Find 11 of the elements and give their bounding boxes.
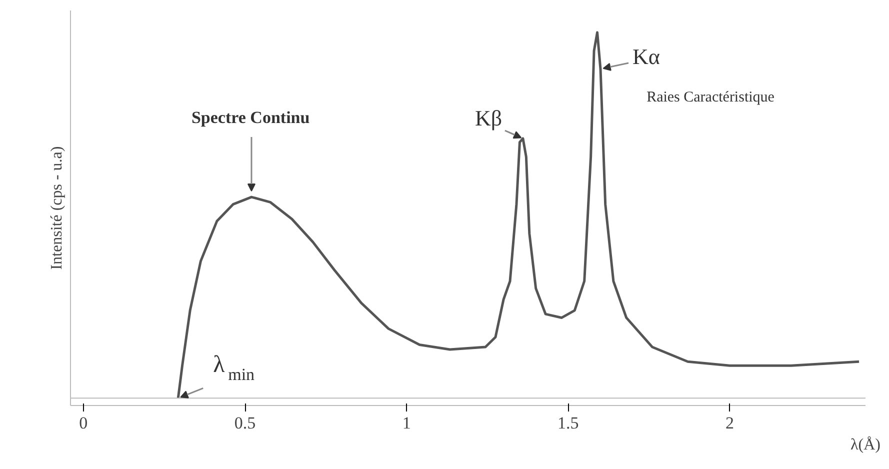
x-tick-label: 0 [79,414,88,432]
y-axis-title: Intensité (cps - u.a) [48,146,66,270]
annotation: Kα [632,44,660,70]
x-tick-label: 0.5 [234,414,256,432]
x-tick-label: 1.5 [558,414,579,432]
x-tick-label: 2 [726,414,734,432]
x-axis-title: λ(Å) [850,436,880,454]
x-tick-label: 1 [402,414,411,432]
annotation: Raies Caractéristique [646,90,775,106]
annotation: Kβ [474,106,502,131]
annotation: Spectre Continu [191,108,310,128]
